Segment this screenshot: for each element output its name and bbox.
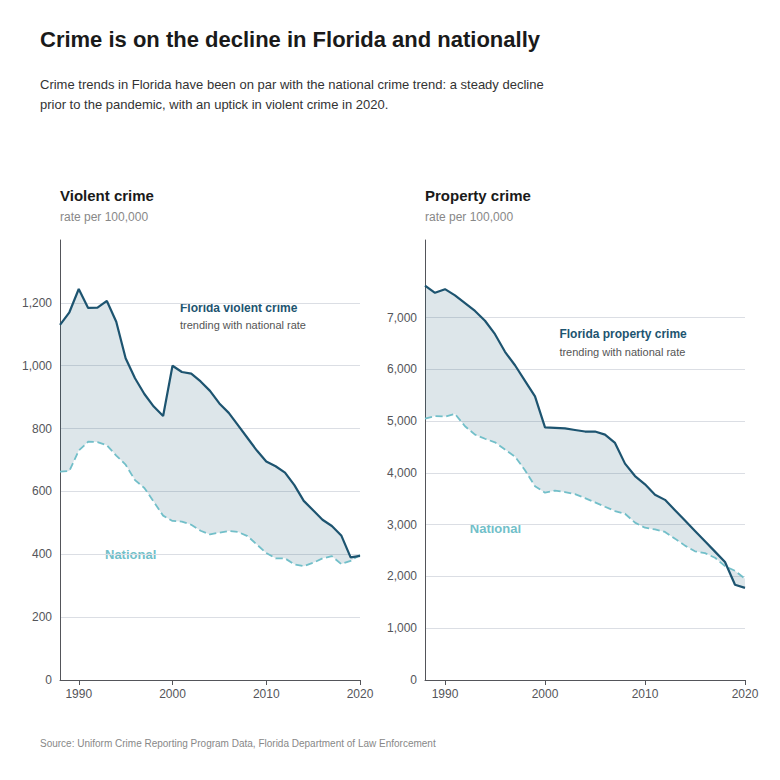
svg-text:800: 800 <box>32 422 52 436</box>
svg-text:National: National <box>470 521 521 536</box>
svg-text:200: 200 <box>32 610 52 624</box>
svg-text:Florida violent crime: Florida violent crime <box>180 301 298 315</box>
svg-text:Crime trends in Florida have b: Crime trends in Florida have been on par… <box>40 77 544 92</box>
svg-text:2000: 2000 <box>159 687 186 701</box>
svg-text:2020: 2020 <box>347 687 374 701</box>
svg-text:2010: 2010 <box>632 687 659 701</box>
svg-text:7,000: 7,000 <box>387 311 417 325</box>
svg-text:1,000: 1,000 <box>387 621 417 635</box>
svg-text:2,000: 2,000 <box>387 569 417 583</box>
svg-text:3,000: 3,000 <box>387 518 417 532</box>
svg-text:trending with national rate: trending with national rate <box>180 319 306 331</box>
svg-text:Property crime: Property crime <box>425 187 531 204</box>
svg-text:5,000: 5,000 <box>387 414 417 428</box>
svg-text:prior to the pandemic, with an: prior to the pandemic, with an uptick in… <box>40 97 388 112</box>
svg-text:1,000: 1,000 <box>22 359 52 373</box>
svg-text:600: 600 <box>32 484 52 498</box>
svg-text:Violent crime: Violent crime <box>60 187 154 204</box>
svg-text:Source: Uniform Crime Reportin: Source: Uniform Crime Reporting Program … <box>40 738 436 749</box>
svg-text:2020: 2020 <box>732 687 759 701</box>
svg-text:2000: 2000 <box>532 687 559 701</box>
svg-text:rate per 100,000: rate per 100,000 <box>60 210 148 224</box>
svg-text:National: National <box>105 547 157 562</box>
svg-text:Florida property crime: Florida property crime <box>559 327 687 341</box>
svg-text:rate per 100,000: rate per 100,000 <box>425 210 513 224</box>
svg-text:0: 0 <box>410 673 417 687</box>
svg-text:400: 400 <box>32 547 52 561</box>
svg-text:Crime is on the decline in Flo: Crime is on the decline in Florida and n… <box>40 27 541 52</box>
svg-text:1990: 1990 <box>432 687 459 701</box>
svg-text:trending with national rate: trending with national rate <box>559 346 685 358</box>
svg-text:0: 0 <box>45 673 52 687</box>
svg-text:2010: 2010 <box>253 687 280 701</box>
svg-text:1,200: 1,200 <box>22 296 52 310</box>
svg-text:4,000: 4,000 <box>387 466 417 480</box>
svg-text:1990: 1990 <box>65 687 92 701</box>
svg-text:6,000: 6,000 <box>387 362 417 376</box>
